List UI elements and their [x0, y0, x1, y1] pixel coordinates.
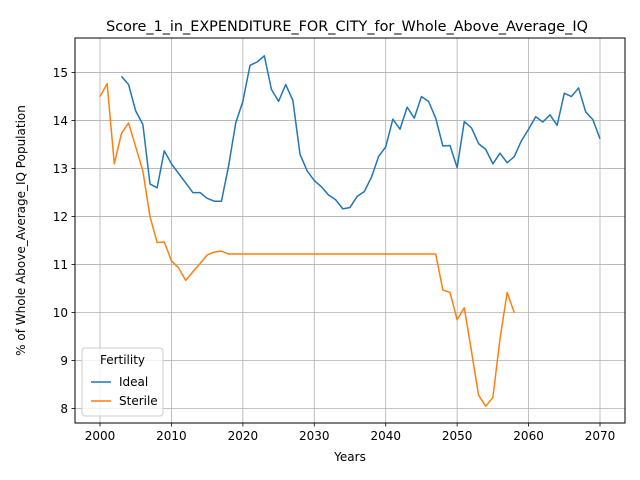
legend-title: Fertility: [100, 353, 145, 367]
series-layer: [99, 55, 601, 407]
plot-frame: [74, 37, 626, 424]
x-tick-label: 2010: [156, 429, 187, 443]
legend: Fertility Ideal Sterile: [81, 347, 164, 417]
y-axis-label: % of Whole Above_Average_IQ Population: [14, 105, 28, 356]
series-line-sterile: [99, 82, 515, 407]
x-tick-label: 2040: [370, 429, 401, 443]
y-tick-label: 12: [53, 210, 68, 224]
x-tick-label: 2020: [228, 429, 259, 443]
y-tick-label: 13: [53, 162, 68, 176]
chart-title: Score_1_in_EXPENDITURE_FOR_CITY_for_Whol…: [106, 19, 588, 35]
grid-lines: [75, 38, 625, 423]
legend-entry-ideal: Ideal: [119, 375, 148, 389]
legend-entry-sterile: Sterile: [119, 394, 158, 408]
x-tick-label: 2070: [585, 429, 616, 443]
series-line-ideal: [120, 55, 601, 210]
y-tick-label: 11: [53, 258, 68, 272]
x-tick-label: 2050: [442, 429, 473, 443]
y-tick-label: 9: [60, 354, 68, 368]
y-tick-label: 8: [60, 402, 68, 416]
x-tick-label: 2030: [299, 429, 330, 443]
y-axis-ticks: 8 9 10 11 12 13 14 15: [53, 66, 75, 416]
y-tick-label: 10: [53, 306, 68, 320]
legend-box: [81, 347, 164, 417]
x-axis-ticks: 2000 2010 2020 2030 2040 2050 2060 2070: [85, 423, 616, 443]
y-tick-label: 15: [53, 66, 68, 80]
x-axis-label: Years: [333, 450, 366, 464]
x-tick-label: 2000: [85, 429, 116, 443]
y-tick-label: 14: [53, 114, 68, 128]
x-tick-label: 2060: [513, 429, 544, 443]
